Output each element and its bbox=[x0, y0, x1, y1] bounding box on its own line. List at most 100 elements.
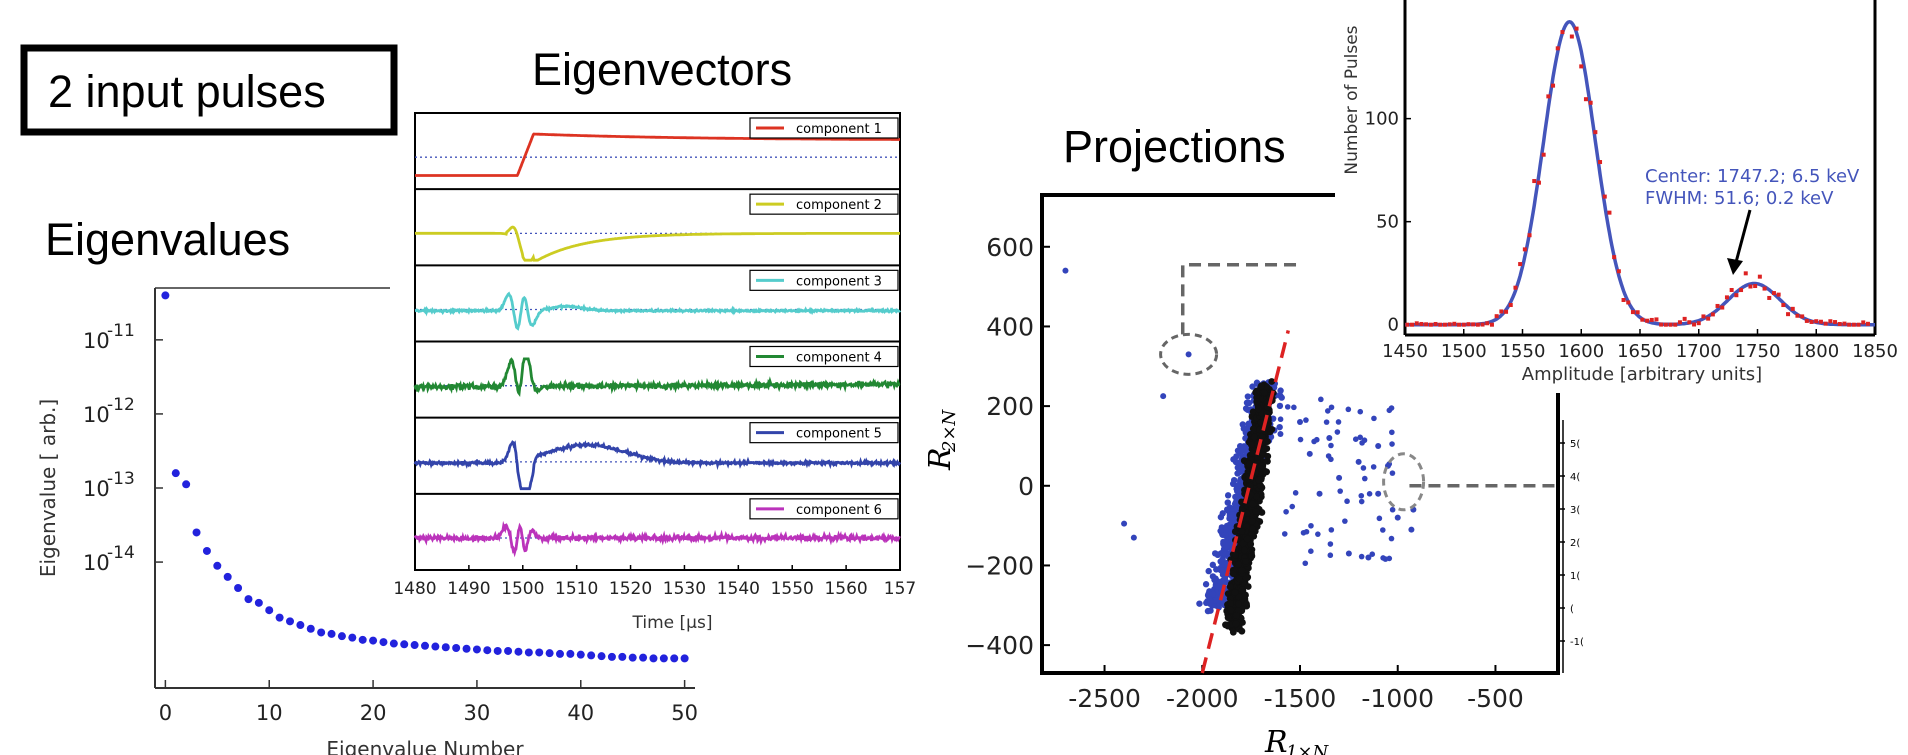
proj-point-rejected bbox=[1220, 538, 1227, 546]
ev-point bbox=[514, 647, 523, 656]
ev-point bbox=[317, 628, 326, 637]
proj-point-accepted bbox=[1235, 575, 1243, 583]
ev-point bbox=[597, 652, 606, 661]
proj-point-accepted bbox=[1257, 382, 1265, 390]
proj-point-rejected bbox=[1276, 423, 1283, 431]
vec-x-tick-label: 1560 bbox=[824, 579, 867, 599]
proj-point-accepted bbox=[1227, 606, 1235, 614]
hist-data-point bbox=[1551, 83, 1556, 88]
proj-point-rejected bbox=[1234, 488, 1242, 495]
proj-point-outlier bbox=[1380, 555, 1386, 561]
ev-y-tick-exponent: -11 bbox=[107, 321, 135, 341]
hist-data-point bbox=[1598, 160, 1603, 165]
vec-x-tick-label: 157 bbox=[884, 579, 916, 599]
eigenvalues-title: Eigenvalues bbox=[45, 214, 290, 265]
hist-data-point bbox=[1541, 152, 1546, 157]
ev-point bbox=[452, 644, 461, 652]
proj-point-outlier bbox=[1352, 436, 1359, 442]
hist-data-point bbox=[1612, 255, 1617, 260]
hist-data-point bbox=[1800, 314, 1805, 319]
hist-data-point bbox=[1419, 321, 1424, 326]
proj-point-outlier bbox=[1344, 498, 1350, 505]
vec-x-tick-label: 1540 bbox=[717, 579, 760, 599]
hist-data-point bbox=[1428, 322, 1433, 327]
proj-point-outlier bbox=[1327, 552, 1334, 559]
ev-x-tick-label: 40 bbox=[567, 701, 594, 725]
proj-point-outlier bbox=[1394, 514, 1401, 521]
vec-series-line bbox=[415, 132, 900, 177]
ev-point bbox=[472, 645, 481, 654]
hist-y-tick-label: 100 bbox=[1365, 109, 1399, 130]
proj-point-outlier bbox=[1335, 419, 1342, 425]
vec-legend-label: component 4 bbox=[796, 351, 882, 366]
vec-series-line bbox=[413, 440, 902, 491]
hist-data-point bbox=[1649, 317, 1654, 322]
hist-data-point bbox=[1767, 295, 1772, 300]
proj-point-accepted bbox=[1247, 540, 1255, 548]
hist-data-point bbox=[1786, 312, 1791, 317]
proj-point-outlier bbox=[1389, 506, 1396, 513]
hist-data-point bbox=[1682, 316, 1687, 321]
proj-point-rejected bbox=[1228, 511, 1236, 518]
callout-line-left bbox=[1180, 262, 1300, 335]
proj-point-accepted bbox=[1253, 398, 1261, 406]
ev-point bbox=[410, 641, 419, 650]
ev-point bbox=[441, 643, 450, 652]
hist-data-point bbox=[1790, 306, 1795, 311]
proj-point-accepted bbox=[1235, 560, 1242, 568]
hist-data-point bbox=[1475, 322, 1480, 327]
proj-point-outlier bbox=[1318, 396, 1324, 403]
vec-legend-label: component 3 bbox=[796, 274, 882, 289]
hist-data-point bbox=[1715, 303, 1720, 308]
ev-x-axis-label: Eigenvalue Number bbox=[326, 737, 524, 755]
hist-data-point bbox=[1851, 322, 1856, 327]
ev-point bbox=[483, 646, 492, 655]
vec-x-axis-label: Time [μs] bbox=[632, 613, 713, 633]
vec-series-line bbox=[414, 291, 902, 331]
ev-point bbox=[369, 636, 378, 645]
vec-legend-box bbox=[749, 498, 899, 520]
proj-point-outlier bbox=[1281, 531, 1288, 537]
proj-point-outlier bbox=[1160, 393, 1167, 400]
proj-x-tick-label: -2500 bbox=[1068, 684, 1141, 713]
proj-x-tick-label: -500 bbox=[1467, 684, 1524, 713]
fragment-tick-label: ( bbox=[1570, 604, 1574, 615]
hist-data-point bbox=[1433, 321, 1438, 326]
ev-point bbox=[171, 469, 180, 478]
hist-data-point bbox=[1837, 322, 1842, 327]
hist-data-point bbox=[1762, 286, 1767, 291]
vec-legend-box bbox=[749, 269, 899, 291]
proj-point-accepted bbox=[1243, 600, 1250, 608]
hist-data-point bbox=[1804, 318, 1809, 323]
proj-point-accepted bbox=[1243, 509, 1251, 517]
fragment-tick-label: 2( bbox=[1570, 538, 1580, 549]
hist-data-point bbox=[1654, 317, 1659, 322]
hist-data-point bbox=[1424, 322, 1429, 327]
ev-point bbox=[337, 632, 346, 641]
ev-point bbox=[234, 584, 243, 592]
hist-data-point bbox=[1574, 26, 1579, 31]
hist-data-point bbox=[1706, 316, 1711, 321]
proj-fit-line bbox=[1200, 330, 1290, 674]
hist-data-point bbox=[1405, 322, 1410, 327]
proj-point-outlier bbox=[1297, 436, 1304, 443]
ev-point bbox=[275, 613, 284, 622]
proj-point-accepted bbox=[1249, 500, 1257, 508]
ev-y-axis-label: Eigenvalue [ arb.] bbox=[36, 399, 60, 577]
ev-point bbox=[556, 649, 564, 658]
fragment-tick-label: -1( bbox=[1570, 637, 1584, 648]
proj-point-rejected bbox=[1209, 561, 1217, 569]
ev-point bbox=[400, 640, 409, 649]
proj-point-accepted bbox=[1239, 539, 1247, 547]
proj-point-rejected bbox=[1245, 399, 1253, 407]
proj-point-outlier bbox=[1358, 498, 1365, 505]
hist-data-point bbox=[1508, 303, 1513, 308]
proj-point-outlier bbox=[1375, 442, 1382, 449]
hist-data-point bbox=[1414, 321, 1419, 326]
proj-point-accepted bbox=[1242, 557, 1250, 565]
hist-data-point bbox=[1560, 30, 1565, 35]
hist-data-point bbox=[1461, 322, 1466, 327]
ev-x-tick-label: 20 bbox=[360, 701, 387, 725]
proj-point-outlier bbox=[1328, 404, 1335, 411]
proj-point-accepted bbox=[1249, 408, 1257, 416]
